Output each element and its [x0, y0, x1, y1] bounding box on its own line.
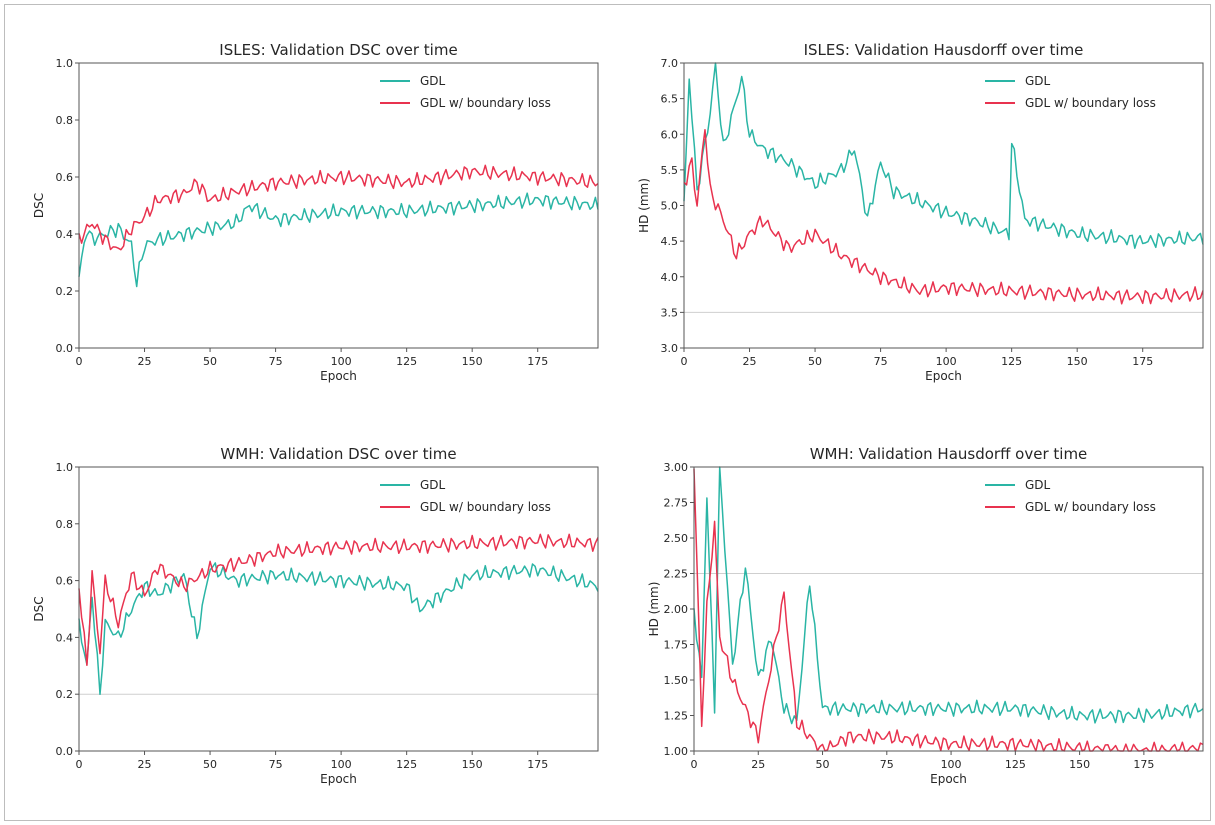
x-tick-label: 150	[462, 758, 483, 771]
x-tick-label: 25	[138, 355, 152, 368]
x-tick-label: 50	[816, 758, 830, 771]
y-tick-label: 7.0	[661, 57, 679, 70]
chart-panel-2: 0 25 50 75 100 125 150 175 3.0 3.5 4.0 4.5 5.0 5.5 6.0…	[637, 41, 1204, 383]
series-line-gdl	[683, 62, 1204, 249]
y-tick-label: 4.5	[661, 235, 679, 248]
x-tick-label: 125	[396, 758, 417, 771]
x-tick-label: 175	[527, 758, 548, 771]
x-tick-label: 100	[941, 758, 962, 771]
y-tick-label: 0.2	[56, 285, 74, 298]
series-line-gdl	[78, 562, 599, 696]
axes-frame	[78, 62, 599, 349]
y-tick-label: 0.4	[56, 228, 74, 241]
y-tick-label: 4.0	[661, 271, 679, 284]
series-line-boundary-loss	[78, 533, 599, 667]
y-axis-label: DSC	[32, 193, 46, 218]
y-tick-label: 0.0	[56, 342, 74, 355]
x-tick-label: 0	[76, 758, 83, 771]
y-tick-label: 2.50	[664, 532, 689, 545]
y-tick-label: 6.0	[661, 128, 679, 141]
x-tick-label: 0	[76, 355, 83, 368]
y-tick-label: 1.50	[664, 674, 689, 687]
legend-label: GDL	[420, 478, 446, 492]
x-tick-label: 0	[681, 355, 688, 368]
x-tick-label: 100	[331, 355, 352, 368]
x-axis-label: Epoch	[320, 772, 357, 786]
series-line-gdl	[78, 192, 599, 288]
series-line-gdl	[693, 466, 1204, 725]
x-axis-label: Epoch	[930, 772, 967, 786]
y-tick-label: 0.8	[56, 518, 74, 531]
legend-label: GDL	[420, 74, 446, 88]
y-tick-label: 0.6	[56, 171, 74, 184]
chart-panel-4: 0 25 50 75 100 125 150 175 1.00 1.25 1.50 1.75 2.00 2…	[647, 445, 1204, 786]
x-tick-label: 175	[1132, 355, 1153, 368]
legend-label: GDL	[1025, 478, 1051, 492]
x-tick-label: 100	[936, 355, 957, 368]
series-line-boundary-loss	[683, 128, 1204, 305]
y-tick-label: 0.4	[56, 631, 74, 644]
y-tick-label: 2.75	[664, 497, 689, 510]
x-tick-label: 150	[1067, 355, 1088, 368]
x-tick-label: 150	[1069, 758, 1090, 771]
chart-title: ISLES: Validation DSC over time	[219, 41, 457, 59]
x-tick-label: 25	[743, 355, 757, 368]
y-tick-label: 1.00	[664, 745, 689, 758]
y-tick-label: 2.25	[664, 568, 689, 581]
y-axis-label: HD (mm)	[637, 178, 651, 233]
y-tick-label: 3.5	[661, 306, 679, 319]
series-line-boundary-loss	[78, 164, 599, 251]
x-tick-label: 125	[396, 355, 417, 368]
chart-panel-3: 0 25 50 75 100 125 150 175 0.0 0.2 0.4 0.6 0.8 1.0 WMH…	[32, 445, 599, 786]
x-axis-label: Epoch	[320, 369, 357, 383]
chart-panel-1: 0 25 50 75 100 125 150 175 0.0 0.2 0.4 0.6 0.8 1.0 ISL…	[32, 41, 599, 383]
legend-label: GDL w/ boundary loss	[1025, 500, 1156, 514]
x-tick-label: 25	[751, 758, 765, 771]
x-tick-label: 75	[880, 758, 894, 771]
y-tick-label: 1.0	[56, 461, 74, 474]
legend-label: GDL w/ boundary loss	[420, 500, 551, 514]
chart-title: WMH: Validation DSC over time	[220, 445, 456, 463]
x-tick-label: 150	[462, 355, 483, 368]
x-axis-label: Epoch	[925, 369, 962, 383]
chart-title: ISLES: Validation Hausdorff over time	[804, 41, 1084, 59]
x-tick-label: 125	[1001, 355, 1022, 368]
x-tick-label: 75	[874, 355, 888, 368]
y-tick-label: 6.5	[661, 93, 679, 106]
legend-label: GDL	[1025, 74, 1051, 88]
y-tick-label: 5.0	[661, 200, 679, 213]
legend-label: GDL w/ boundary loss	[420, 96, 551, 110]
legend-label: GDL w/ boundary loss	[1025, 96, 1156, 110]
x-tick-label: 50	[808, 355, 822, 368]
y-tick-label: 0.2	[56, 688, 74, 701]
y-tick-label: 0.6	[56, 575, 74, 588]
x-tick-label: 125	[1005, 758, 1026, 771]
x-tick-label: 50	[203, 758, 217, 771]
x-tick-label: 175	[527, 355, 548, 368]
x-tick-label: 175	[1133, 758, 1154, 771]
x-tick-label: 75	[269, 758, 283, 771]
x-tick-label: 0	[691, 758, 698, 771]
y-tick-label: 0.8	[56, 114, 74, 127]
y-tick-label: 1.25	[664, 710, 689, 723]
x-tick-label: 25	[138, 758, 152, 771]
y-tick-label: 3.00	[664, 461, 689, 474]
y-tick-label: 3.0	[661, 342, 679, 355]
y-axis-label: HD (mm)	[647, 582, 661, 637]
x-tick-label: 50	[203, 355, 217, 368]
y-tick-label: 0.0	[56, 745, 74, 758]
y-tick-label: 2.00	[664, 603, 689, 616]
chart-title: WMH: Validation Hausdorff over time	[810, 445, 1088, 463]
y-tick-label: 5.5	[661, 164, 679, 177]
x-tick-label: 100	[331, 758, 352, 771]
y-tick-label: 1.75	[664, 639, 689, 652]
axes-frame	[78, 466, 599, 752]
y-tick-label: 1.0	[56, 57, 74, 70]
y-axis-label: DSC	[32, 596, 46, 621]
x-tick-label: 75	[269, 355, 283, 368]
